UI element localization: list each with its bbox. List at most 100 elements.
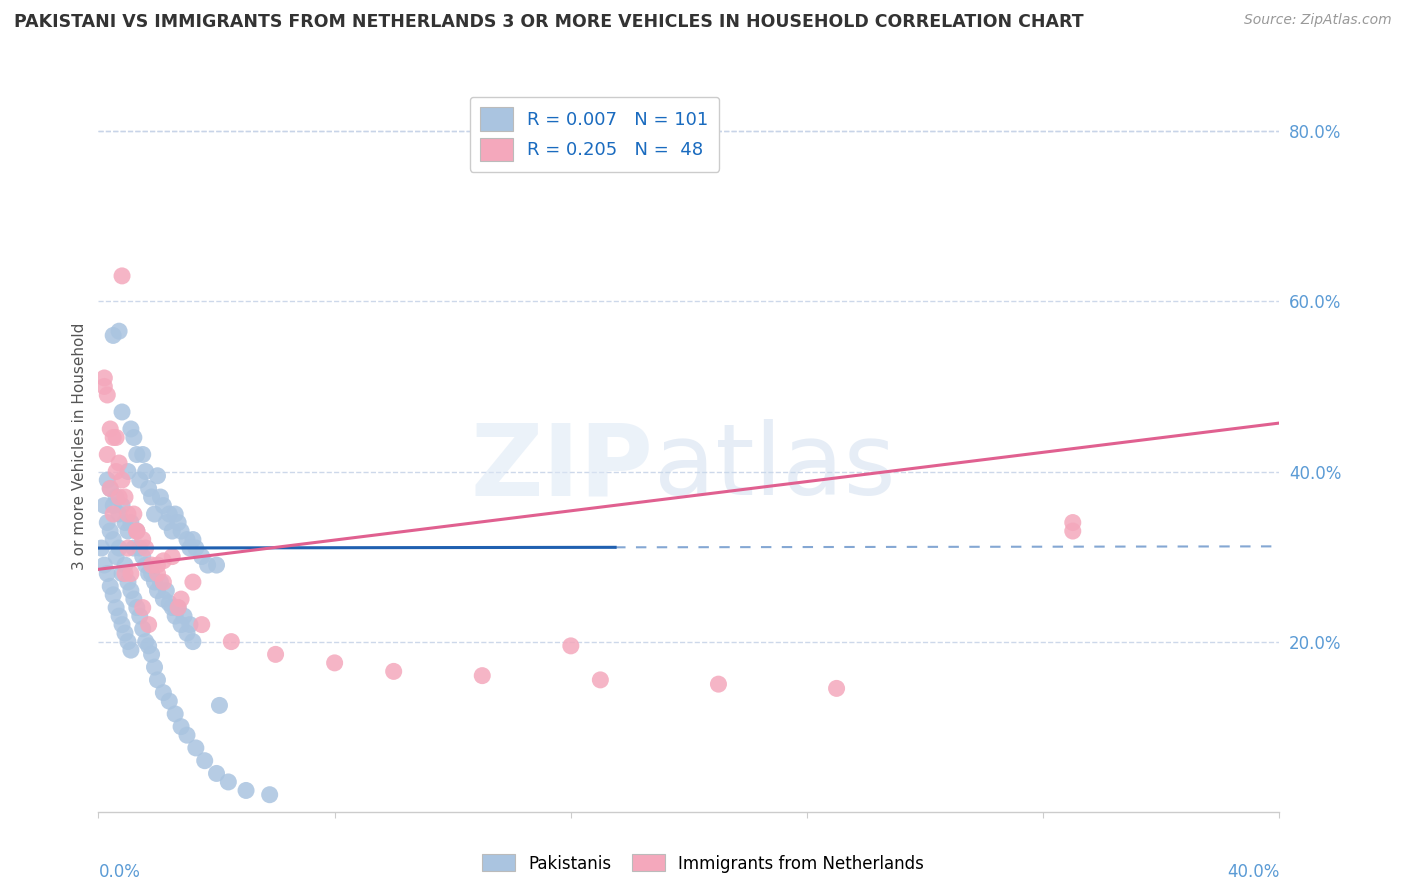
Point bbox=[560, 639, 582, 653]
Point bbox=[217, 775, 239, 789]
Point bbox=[93, 558, 115, 572]
Text: 0.0%: 0.0% bbox=[98, 863, 141, 881]
Point bbox=[93, 379, 115, 393]
Point bbox=[167, 516, 190, 530]
Point bbox=[117, 575, 139, 590]
Point bbox=[120, 566, 142, 581]
Point bbox=[152, 575, 174, 590]
Point bbox=[132, 622, 155, 636]
Point bbox=[152, 499, 174, 513]
Point bbox=[114, 558, 136, 572]
Text: 40.0%: 40.0% bbox=[1227, 863, 1279, 881]
Point bbox=[181, 533, 204, 547]
Point bbox=[103, 533, 125, 547]
Point bbox=[264, 648, 287, 662]
Point bbox=[162, 524, 183, 538]
Point bbox=[382, 665, 405, 679]
Point bbox=[122, 592, 145, 607]
Point bbox=[103, 507, 125, 521]
Point bbox=[149, 490, 172, 504]
Point bbox=[146, 566, 169, 581]
Point bbox=[138, 617, 160, 632]
Point bbox=[132, 549, 155, 564]
Point bbox=[165, 609, 187, 624]
Point bbox=[157, 596, 180, 610]
Point bbox=[138, 566, 160, 581]
Point bbox=[152, 592, 174, 607]
Point bbox=[235, 783, 257, 797]
Point bbox=[323, 656, 346, 670]
Point bbox=[170, 720, 193, 734]
Point bbox=[98, 482, 121, 496]
Point bbox=[96, 473, 118, 487]
Point bbox=[114, 566, 136, 581]
Point bbox=[173, 609, 195, 624]
Point bbox=[111, 617, 134, 632]
Point bbox=[176, 626, 198, 640]
Point bbox=[138, 639, 160, 653]
Point bbox=[176, 728, 198, 742]
Text: PAKISTANI VS IMMIGRANTS FROM NETHERLANDS 3 OR MORE VEHICLES IN HOUSEHOLD CORRELA: PAKISTANI VS IMMIGRANTS FROM NETHERLANDS… bbox=[14, 13, 1084, 31]
Point bbox=[259, 788, 281, 802]
Point bbox=[128, 541, 150, 555]
Point bbox=[162, 600, 183, 615]
Point bbox=[103, 499, 125, 513]
Point bbox=[165, 706, 187, 721]
Point bbox=[179, 617, 201, 632]
Point bbox=[125, 600, 148, 615]
Point bbox=[125, 524, 148, 538]
Point bbox=[471, 668, 494, 682]
Point bbox=[122, 430, 145, 444]
Point bbox=[825, 681, 848, 696]
Point bbox=[114, 516, 136, 530]
Point bbox=[191, 617, 214, 632]
Point bbox=[114, 490, 136, 504]
Point bbox=[707, 677, 730, 691]
Point bbox=[170, 617, 193, 632]
Point bbox=[167, 600, 190, 615]
Point bbox=[143, 507, 166, 521]
Point bbox=[181, 575, 204, 590]
Point bbox=[117, 541, 139, 555]
Point bbox=[152, 554, 174, 568]
Point bbox=[589, 673, 612, 687]
Point bbox=[162, 549, 183, 564]
Text: atlas: atlas bbox=[654, 419, 896, 516]
Point bbox=[122, 541, 145, 555]
Legend: R = 0.007   N = 101, R = 0.205   N =  48: R = 0.007 N = 101, R = 0.205 N = 48 bbox=[470, 96, 720, 172]
Point bbox=[120, 643, 142, 657]
Point bbox=[1062, 516, 1084, 530]
Point bbox=[96, 448, 118, 462]
Text: Source: ZipAtlas.com: Source: ZipAtlas.com bbox=[1244, 13, 1392, 28]
Point bbox=[194, 754, 217, 768]
Point bbox=[143, 660, 166, 674]
Point bbox=[93, 499, 115, 513]
Point bbox=[135, 541, 157, 555]
Point bbox=[138, 482, 160, 496]
Point bbox=[157, 507, 180, 521]
Point bbox=[120, 422, 142, 436]
Point bbox=[146, 583, 169, 598]
Point bbox=[141, 558, 163, 572]
Point bbox=[111, 473, 134, 487]
Point bbox=[141, 566, 163, 581]
Point bbox=[90, 541, 112, 555]
Point bbox=[197, 558, 219, 572]
Point bbox=[167, 600, 190, 615]
Point bbox=[179, 541, 201, 555]
Point bbox=[1062, 524, 1084, 538]
Point bbox=[143, 575, 166, 590]
Y-axis label: 3 or more Vehicles in Household: 3 or more Vehicles in Household bbox=[72, 322, 87, 570]
Point bbox=[105, 600, 128, 615]
Point bbox=[103, 328, 125, 343]
Point bbox=[155, 516, 177, 530]
Point bbox=[135, 558, 157, 572]
Point bbox=[111, 499, 134, 513]
Point bbox=[103, 588, 125, 602]
Point bbox=[152, 686, 174, 700]
Point bbox=[125, 448, 148, 462]
Point bbox=[184, 740, 207, 755]
Point bbox=[108, 324, 131, 338]
Point bbox=[146, 468, 169, 483]
Point bbox=[170, 524, 193, 538]
